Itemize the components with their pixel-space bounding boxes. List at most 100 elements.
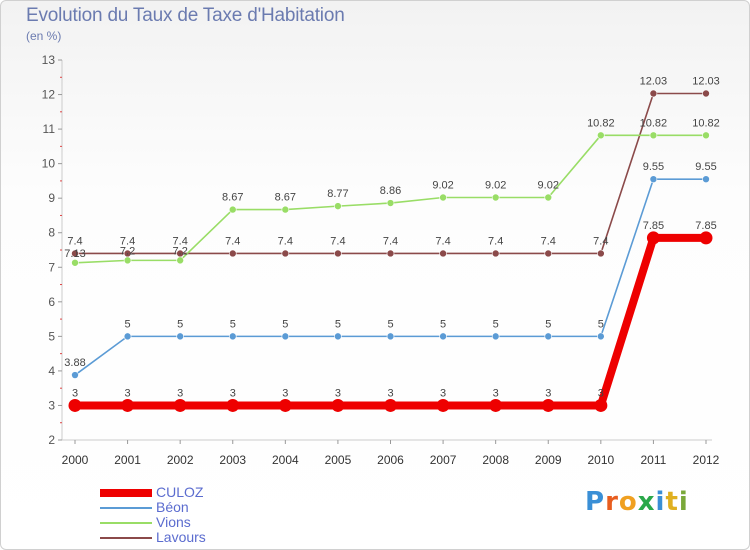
data-point-vions: [544, 193, 553, 202]
x-tick-label: 2008: [482, 453, 509, 467]
data-point-lavours: [439, 249, 447, 258]
data-point-béon: [491, 332, 500, 341]
data-label-vions: 7.13: [64, 248, 85, 260]
data-label-culoz: 3: [72, 387, 78, 399]
y-tick-label: 13: [42, 53, 56, 67]
data-point-lavours: [597, 249, 605, 258]
data-label-culoz: 3: [177, 387, 183, 399]
data-point-culoz: [699, 231, 713, 245]
data-label-lavours: 7.4: [67, 235, 82, 247]
x-tick-label: 2010: [587, 453, 614, 467]
data-label-béon: 9.55: [643, 161, 664, 173]
x-tick-label: 2004: [272, 453, 299, 467]
data-point-béon: [176, 332, 184, 341]
x-tick-label: 2006: [377, 453, 404, 467]
data-point-vions: [597, 131, 605, 140]
data-point-culoz: [278, 398, 292, 412]
legend-swatch-lavours: [100, 536, 152, 539]
x-tick-label: 2000: [62, 453, 89, 467]
data-point-lavours: [544, 249, 553, 258]
data-label-béon: 9.55: [695, 161, 716, 173]
data-point-vions: [334, 202, 342, 210]
x-tick-label: 2005: [325, 453, 352, 467]
data-label-lavours: 7.4: [383, 235, 398, 247]
data-label-culoz: 3: [598, 387, 604, 399]
data-point-vions: [439, 193, 447, 202]
legend-item-culoz: CULOZ: [100, 485, 206, 500]
y-tick-label: 7: [48, 260, 55, 274]
data-point-béon: [123, 332, 132, 341]
data-point-culoz: [68, 398, 82, 412]
data-label-béon: 5: [282, 318, 288, 330]
data-label-vions: 10.82: [692, 117, 720, 129]
data-point-lavours: [281, 249, 290, 258]
data-label-culoz: 3: [282, 387, 288, 399]
data-label-culoz: 3: [125, 387, 131, 399]
data-label-lavours: 7.4: [541, 235, 556, 247]
data-point-vions: [228, 205, 237, 214]
data-point-culoz: [436, 398, 450, 412]
logo-letter: o: [618, 487, 638, 517]
data-label-lavours: 12.03: [640, 76, 668, 88]
legend-item-beon: Béon: [100, 500, 206, 515]
y-tick-label: 5: [48, 329, 55, 343]
data-label-vions: 8.77: [327, 188, 348, 200]
data-label-vions: 9.02: [485, 179, 506, 191]
data-label-lavours: 7.4: [330, 235, 345, 247]
data-label-béon: 5: [230, 318, 236, 330]
data-label-lavours: 7.4: [225, 235, 240, 247]
y-tick-label: 10: [42, 157, 56, 171]
data-point-culoz: [121, 398, 135, 412]
data-label-culoz: 3: [335, 387, 341, 399]
data-point-lavours: [491, 249, 500, 258]
page-subtitle: (en %): [26, 29, 62, 43]
logo-letter: P: [585, 487, 606, 517]
data-point-culoz: [331, 398, 345, 412]
legend-label-vions: Vions: [156, 514, 191, 530]
data-label-lavours: 7.4: [278, 235, 293, 247]
legend-label-lavours: Lavours: [156, 529, 206, 545]
data-point-culoz: [173, 398, 187, 412]
data-point-béon: [649, 175, 658, 183]
x-tick-label: 2001: [114, 453, 141, 467]
data-label-béon: 5: [493, 318, 499, 330]
legend-item-lavours: Lavours: [100, 530, 206, 545]
data-label-lavours: 12.03: [692, 76, 720, 88]
legend: CULOZ Béon Vions Lavours: [100, 485, 206, 545]
y-tick-label: 9: [48, 191, 55, 205]
data-label-lavours: 7.4: [435, 235, 450, 247]
legend-swatch-vions: [100, 521, 152, 524]
data-label-vions: 7.2: [120, 245, 135, 257]
y-tick-label: 4: [48, 364, 55, 378]
data-label-culoz: 3: [230, 387, 236, 399]
data-label-béon: 5: [598, 318, 604, 330]
data-point-béon: [597, 332, 605, 341]
data-point-lavours: [71, 249, 79, 258]
data-label-lavours: 7.4: [488, 235, 503, 247]
page-title: Evolution du Taux de Taxe d'Habitation: [26, 5, 345, 26]
x-tick-label: 2009: [535, 453, 562, 467]
legend-label-culoz: CULOZ: [156, 484, 204, 500]
x-tick-label: 2012: [693, 453, 720, 467]
data-label-vions: 9.02: [432, 179, 453, 191]
data-point-béon: [281, 332, 290, 341]
data-label-lavours: 7.4: [173, 235, 188, 247]
x-tick-label: 2003: [219, 453, 246, 467]
data-point-vions: [649, 131, 658, 140]
data-label-culoz: 3: [493, 387, 499, 399]
logo-letter: t: [665, 487, 679, 517]
data-point-vions: [71, 258, 79, 267]
data-label-béon: 5: [440, 318, 446, 330]
legend-swatch-culoz: [100, 488, 152, 497]
series-line-béon: [74, 178, 706, 376]
data-point-culoz: [384, 398, 397, 412]
x-tick-label: 2007: [430, 453, 457, 467]
logo-letter: x: [637, 487, 656, 517]
data-label-vions: 10.82: [587, 117, 615, 129]
y-tick-label: 12: [42, 88, 56, 102]
data-label-béon: 5: [545, 318, 551, 330]
data-point-culoz: [226, 398, 240, 412]
data-label-culoz: 7.85: [643, 220, 664, 232]
